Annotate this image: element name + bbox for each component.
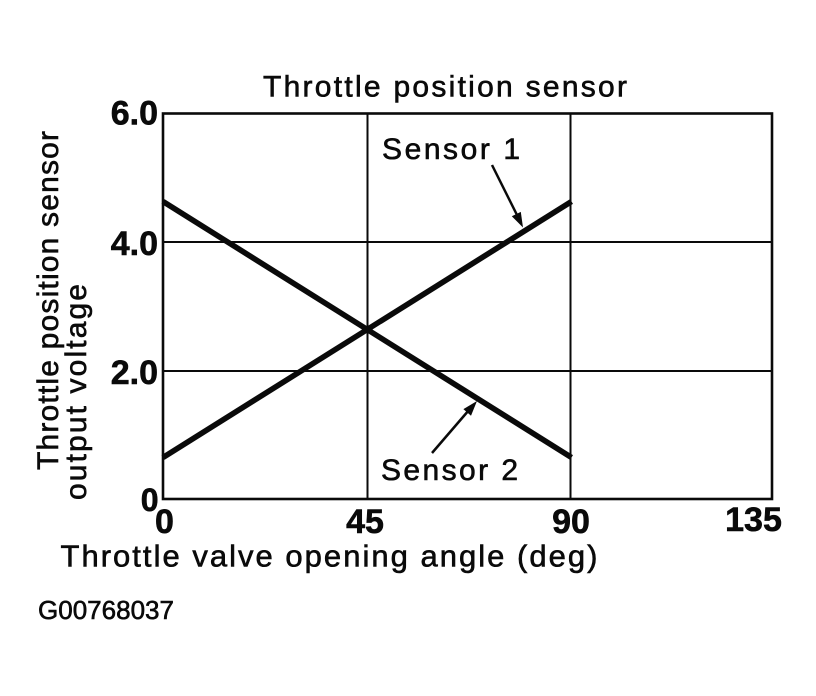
- svg-text:2.0: 2.0: [111, 354, 158, 392]
- svg-text:Throttle valve opening angle (: Throttle valve opening angle (deg): [61, 539, 598, 574]
- svg-text:6.0: 6.0: [111, 95, 158, 133]
- svg-text:0: 0: [141, 482, 159, 518]
- svg-text:135: 135: [725, 501, 782, 539]
- svg-text:G00768037: G00768037: [38, 595, 174, 625]
- svg-text:Throttle position sensor: Throttle position sensor: [32, 131, 65, 470]
- svg-text:45: 45: [346, 503, 384, 541]
- svg-text:90: 90: [552, 503, 590, 541]
- svg-text:4.0: 4.0: [111, 225, 158, 263]
- svg-text:0: 0: [155, 503, 174, 541]
- svg-text:Sensor 1: Sensor 1: [382, 133, 520, 166]
- svg-text:Sensor 2: Sensor 2: [381, 454, 518, 487]
- svg-text:Throttle position sensor: Throttle position sensor: [263, 71, 627, 104]
- svg-text:output voltage: output voltage: [60, 284, 93, 500]
